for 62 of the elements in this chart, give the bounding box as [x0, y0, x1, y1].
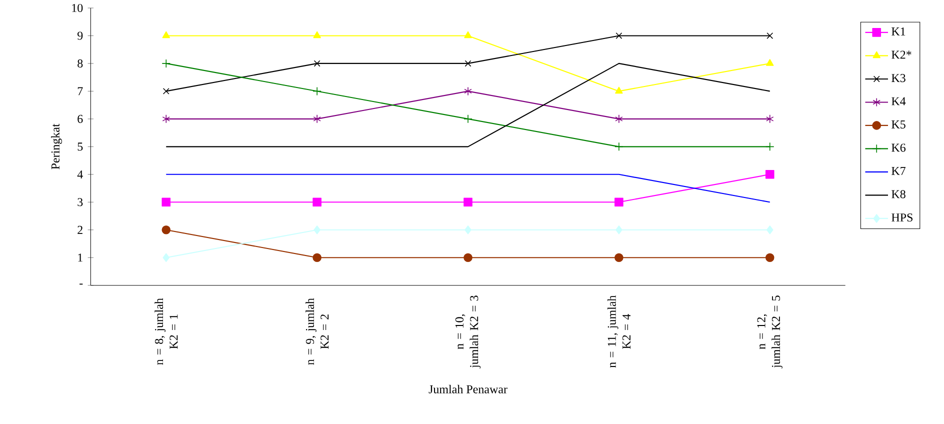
point [766, 225, 774, 234]
x-tick-label: n = 9, jumlah K2 = 2 [306, 298, 329, 365]
legend-label: K3 [892, 74, 906, 82]
y-tick-label: 3 [78, 198, 83, 206]
point [314, 60, 320, 67]
point [162, 59, 171, 68]
y-tick-label: 9 [77, 32, 83, 40]
point [162, 253, 170, 262]
point [614, 253, 624, 262]
point [464, 31, 472, 38]
x-tick-label: n = 10, jumlah K2 = 3 [455, 296, 481, 368]
x-tick-label: n = 8, jumlah K2 = 1 [154, 298, 178, 365]
point [162, 114, 170, 124]
legend-label: K7 [892, 166, 906, 175]
y-tick-label: 4 [77, 170, 83, 178]
y-tick-label: 5 [78, 142, 83, 151]
point [313, 31, 321, 38]
x-tick-label: n = 11, jumlah K2 = 4 [607, 295, 630, 368]
point [766, 114, 774, 124]
point [162, 88, 170, 94]
point [162, 31, 170, 38]
point [162, 225, 171, 234]
point [765, 170, 774, 179]
point [312, 253, 322, 262]
y-tick-label: 1 [78, 254, 82, 262]
x-tick-label: n = 12, jumlah K2 = 5 [757, 296, 782, 368]
legend-label: K1 [892, 27, 906, 36]
point [616, 225, 622, 234]
y-tick-label: 10 [72, 4, 83, 12]
point [464, 225, 472, 234]
point [766, 32, 774, 39]
legend-label: K6 [892, 144, 906, 152]
point [615, 114, 623, 124]
y-tick-label: 2 [78, 226, 82, 234]
point [464, 114, 472, 124]
legend-label: K5 [892, 120, 906, 128]
legend-label: K4 [892, 97, 906, 106]
y-axis-title: Peringkat [51, 124, 62, 170]
point [162, 198, 171, 207]
point [314, 225, 320, 234]
point [464, 253, 472, 262]
point [765, 142, 774, 152]
y-tick-label: - [80, 284, 83, 285]
point [464, 60, 472, 67]
point [312, 86, 322, 96]
legend-label: K8 [892, 190, 906, 198]
point [765, 253, 774, 262]
legend-label: HPS [892, 213, 912, 222]
legend-label: K2* [892, 50, 912, 59]
point [313, 114, 321, 124]
y-tick-label: 8 [78, 59, 83, 68]
y-tick-label: 6 [78, 114, 83, 123]
point [464, 198, 472, 207]
point [614, 198, 624, 207]
y-tick-label: 7 [78, 87, 83, 96]
point [766, 59, 774, 66]
point [616, 32, 622, 39]
point [615, 86, 623, 94]
point [614, 142, 624, 152]
point [312, 198, 322, 207]
point [464, 86, 472, 96]
x-axis-title: Jumlah Penawar [428, 384, 508, 394]
